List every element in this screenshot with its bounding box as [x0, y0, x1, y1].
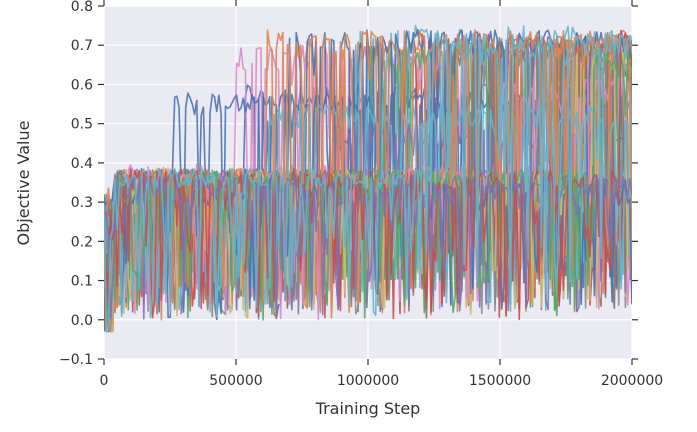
y-tick-label: 0.0 [71, 313, 93, 329]
y-tick-label: 0.3 [71, 195, 93, 211]
y-tick-label: 0.2 [71, 234, 93, 250]
series-group [104, 24, 632, 333]
y-tick-label: 0.8 [71, 0, 93, 15]
x-tick-label: 2000000 [601, 373, 663, 389]
y-tick-label: −0.1 [59, 352, 93, 368]
y-tick-label: 0.4 [71, 156, 93, 172]
x-tick-label: 0 [100, 373, 109, 389]
y-tick-label: 0.6 [71, 77, 93, 93]
x-tick-label: 1000000 [337, 373, 399, 389]
tick-marks [98, 0, 638, 365]
y-tick-label: 0.5 [71, 117, 93, 133]
series-line [104, 32, 632, 333]
x-axis-label: Training Step [315, 399, 421, 418]
x-tick-labels: 0 500000 1000000 1500000 2000000 [100, 373, 664, 389]
y-axis-label: Objective Value [14, 121, 33, 246]
y-tick-labels: −0.1 0.0 0.1 0.2 0.3 0.4 0.5 0.6 0.7 0.8 [59, 0, 93, 368]
x-tick-label: 500000 [209, 373, 262, 389]
y-tick-label: 0.7 [71, 38, 93, 54]
y-tick-label: 0.1 [71, 274, 93, 290]
x-tick-label: 1500000 [469, 373, 531, 389]
